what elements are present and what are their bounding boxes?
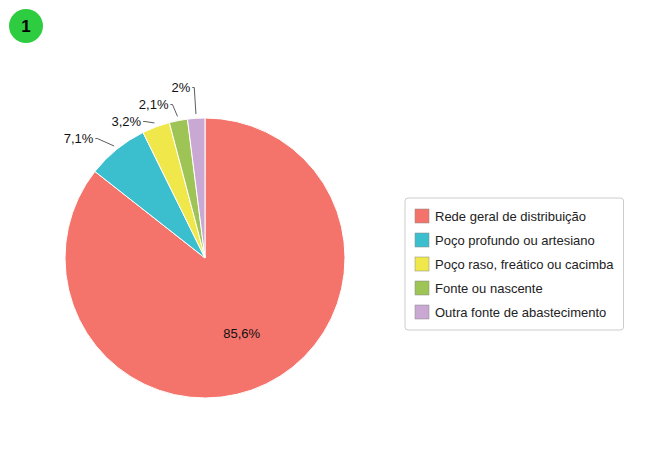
legend-swatch xyxy=(415,209,429,223)
data-label: 85,6% xyxy=(223,326,260,341)
legend-label: Poço raso, freático ou cacimba xyxy=(435,257,614,272)
data-labels: 85,6% 2%2,1% 3,2% 7,1% xyxy=(64,80,261,341)
data-label: 2% xyxy=(171,80,190,95)
legend-swatch xyxy=(415,281,429,295)
slices xyxy=(65,118,345,398)
legend-swatch xyxy=(415,305,429,319)
data-label: 3,2% xyxy=(111,114,141,129)
legend-swatch xyxy=(415,233,429,247)
pie-slice xyxy=(187,118,205,258)
legend-label: Rede geral de distribuição xyxy=(435,209,586,224)
chart: 85,6% 2%2,1% 3,2% 7,1% Rede geral de distrib… xyxy=(0,0,669,450)
leader-line xyxy=(170,105,177,117)
pie-slice xyxy=(65,118,345,398)
badge xyxy=(9,9,43,43)
legend-label: Poço profundo ou artesiano xyxy=(435,233,595,248)
legend-frame xyxy=(405,198,623,330)
legend: Rede geral de distribuição Poço profundo … xyxy=(405,198,623,330)
chart-container: 85,6% 2%2,1% 3,2% 7,1% Rede geral de distrib… xyxy=(0,0,669,450)
annotations: 1 xyxy=(9,9,43,43)
legend-label: Outra fonte de abastecimento xyxy=(435,305,606,320)
data-label: 7,1% xyxy=(64,131,94,146)
leader-line xyxy=(192,88,196,115)
badge-text: 1 xyxy=(21,17,30,36)
legend-swatch xyxy=(415,257,429,271)
leader-line xyxy=(95,139,114,146)
data-label: 2,1% xyxy=(139,97,169,112)
legend-label: Fonte ou nascente xyxy=(435,281,543,296)
leader-line xyxy=(143,122,154,123)
